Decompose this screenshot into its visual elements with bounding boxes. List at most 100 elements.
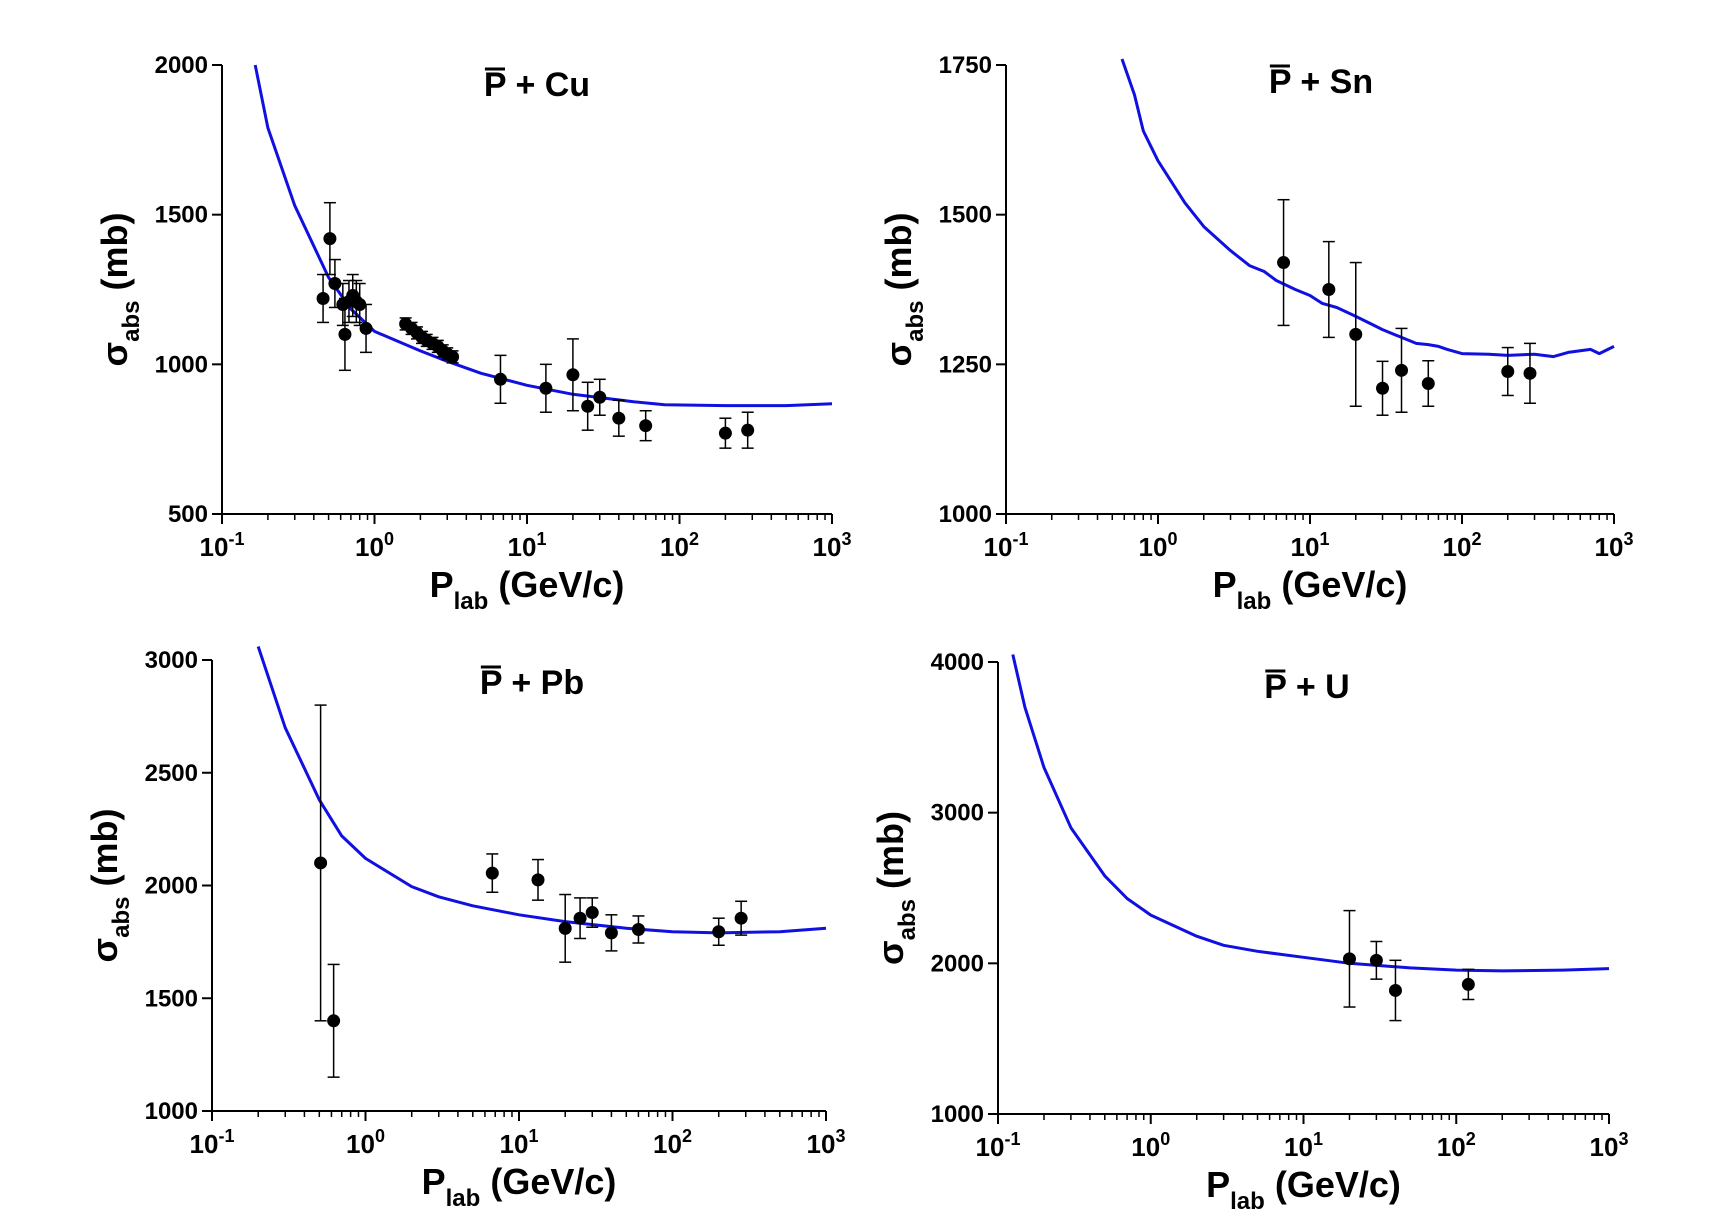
data-marker [485,866,499,880]
data-point [493,354,507,404]
y-axis-label: σabs (mb) [870,811,921,965]
data-point [485,853,499,894]
data-marker [1421,376,1435,390]
model-curve [1011,654,1610,973]
y-tick-label: 4000 [931,649,984,676]
data-point [1369,940,1383,980]
x-tick-label: 102 [1443,529,1482,562]
y-tick-label: 1750 [939,52,992,79]
x-tick-label: 10-1 [190,1126,235,1159]
data-marker [1523,366,1537,380]
x-tick-label: 101 [1284,1129,1323,1162]
x-tick-label: 101 [1291,529,1330,562]
data-marker [639,419,653,433]
data-marker [338,327,352,341]
chart-title: P + U [1264,668,1349,706]
data-point [1376,360,1390,416]
data-marker [593,390,607,404]
data-point [573,897,587,940]
data-point [314,704,328,1022]
data-point [353,282,367,327]
x-tick-label: 10-1 [976,1129,1021,1162]
data-marker [631,922,645,936]
y-axis-label: σabs (mb) [84,809,135,963]
y-tick-label: 1000 [155,351,208,378]
y-tick-label: 1500 [155,202,208,229]
data-point [531,858,545,901]
x-tick-label: 103 [1595,529,1634,562]
data-marker [1342,952,1356,966]
data-point [585,897,599,928]
model-curve [1120,58,1615,359]
data-point [316,273,330,324]
y-axis-label: σabs (mb) [878,213,929,367]
data-marker [327,1014,341,1028]
data-marker [1395,363,1409,377]
data-point [323,201,337,276]
model-curve [253,64,833,408]
data-point [558,893,572,963]
data-point [328,258,342,309]
x-tick-label: 103 [1590,1129,1629,1162]
data-marker [316,291,330,305]
data-marker [612,411,626,425]
x-tick-label: 103 [813,529,852,562]
data-marker [1388,983,1402,997]
y-tick-label: 3000 [145,647,198,674]
x-axis-label: Plab (GeV/c) [1206,1164,1401,1215]
y-tick-label: 2000 [145,873,198,900]
data-marker [741,423,755,437]
x-tick-label: 10-1 [984,529,1029,562]
data-point [1461,968,1475,1001]
chart-title: P + Sn [1269,63,1373,101]
data-point [1523,342,1537,404]
x-tick-label: 100 [1131,1129,1170,1162]
data-marker [359,321,373,335]
chart-panel-4: 1000 2000 3000 4000 10-1 100 101 102 103 Plab (Ge… [870,649,1628,1215]
x-tick-label: 100 [1139,529,1178,562]
chart-panel-3: 1000 1500 2000 2500 3000 10-1 100 101 102 103 Plab… [84,646,846,1212]
data-point [639,409,653,442]
y-tick-label: 2000 [155,52,208,79]
data-marker [1369,953,1383,967]
data-marker [712,925,726,939]
x-axis-label: Plab (GeV/c) [430,564,625,615]
y-axis-label: σabs (mb) [94,213,145,367]
data-point [741,411,755,449]
data-marker [558,921,572,935]
data-marker [566,368,580,382]
data-marker [323,232,337,246]
y-tick-label: 1250 [939,351,992,378]
data-marker [718,426,732,440]
data-point [734,900,748,936]
data-marker [328,277,342,291]
chart-title: P + Pb [480,664,584,702]
data-point [604,914,618,952]
data-point [631,915,645,944]
data-marker [1322,283,1336,296]
data-marker [734,911,748,925]
data-point [712,917,726,947]
data-point [612,399,626,437]
data-point [327,963,341,1078]
data-marker [1501,365,1515,379]
data-marker [446,350,460,364]
data-point [359,303,373,354]
data-point [593,378,607,416]
data-point [581,381,595,431]
model-curve [256,646,827,935]
data-marker [1461,977,1475,991]
x-tick-label: 103 [807,1126,846,1159]
data-point [1501,346,1515,397]
x-axis-label: Plab (GeV/c) [422,1161,617,1212]
data-marker [581,399,595,413]
y-tick-label: 1000 [939,501,992,528]
y-tick-label: 500 [168,501,208,528]
y-tick-label: 2000 [931,950,984,977]
x-tick-label: 102 [1437,1129,1476,1162]
data-marker [1277,256,1291,270]
data-marker [531,873,545,887]
data-point [718,417,732,449]
y-tick-label: 2500 [145,760,198,787]
